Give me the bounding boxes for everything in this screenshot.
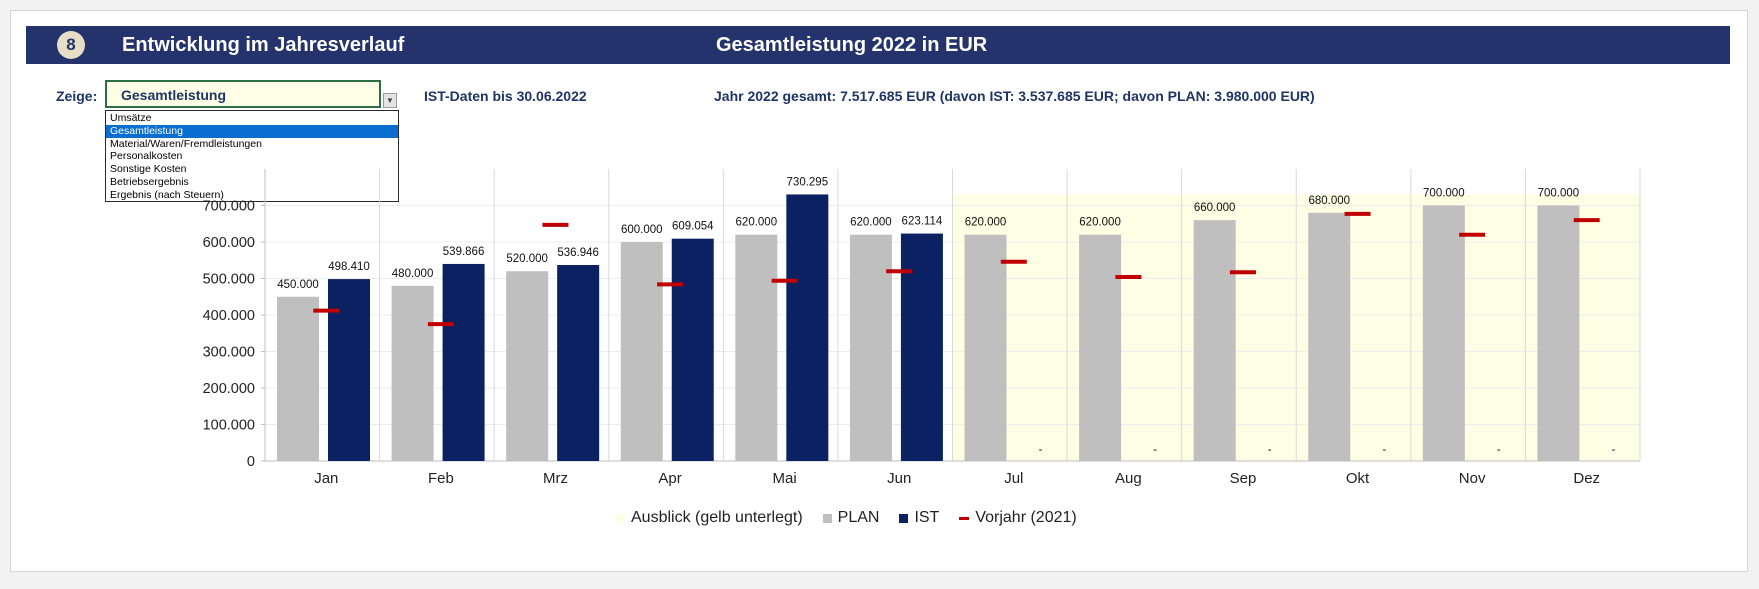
legend-swatch-ist — [899, 513, 909, 523]
plan-bar — [964, 234, 1007, 461]
plan-data-label: 520.000 — [506, 253, 548, 265]
x-tick-label: Apr — [658, 470, 681, 487]
ist-data-label: 539.866 — [443, 246, 485, 258]
section-title: Entwicklung im Jahresverlauf — [122, 34, 405, 56]
ist-data-label: 609.054 — [672, 221, 714, 233]
x-tick-label: Jun — [887, 470, 911, 487]
y-tick-label: 0 — [247, 454, 255, 470]
dropdown-option-selected[interactable]: Gesamtleistung — [106, 124, 398, 138]
x-tick-label: Jul — [1004, 470, 1023, 487]
plan-bar — [277, 296, 319, 461]
legend-line-vorjahr — [959, 516, 970, 520]
y-tick-label: 500.000 — [203, 272, 255, 288]
ist-bar — [328, 279, 370, 461]
ist-data-label: 498.410 — [328, 261, 370, 273]
ist-bar — [557, 265, 600, 461]
y-tick-label: 700.000 — [203, 199, 255, 215]
plan-bar — [1308, 212, 1351, 461]
ist-bar — [671, 238, 714, 461]
ist-data-label: 536.946 — [557, 247, 599, 259]
y-tick-label: 400.000 — [203, 308, 255, 324]
y-tick-label: 100.000 — [203, 418, 255, 434]
legend-swatch-outlook — [616, 513, 625, 523]
legend-label-vorjahr: Vorjahr (2021) — [975, 509, 1077, 526]
legend-item-vorjahr: Vorjahr (2021) — [959, 509, 1077, 527]
plan-bar — [849, 234, 892, 461]
ist-data-label: - — [1382, 444, 1386, 456]
ist-bar — [442, 263, 485, 461]
plan-data-label: 480.000 — [392, 268, 434, 280]
y-tick-label: 600.000 — [203, 235, 255, 251]
plan-bar — [506, 271, 549, 461]
section-header: 8 Entwicklung im Jahresverlauf Gesamtlei… — [26, 26, 1730, 64]
chevron-down-icon[interactable]: ▼ — [383, 93, 397, 108]
plan-data-label: 700.000 — [1538, 188, 1580, 200]
plan-bar — [1422, 205, 1465, 461]
legend-label-outlook: Ausblick (gelb unterlegt) — [631, 509, 803, 526]
plan-data-label: 620.000 — [965, 217, 1007, 229]
metric-select[interactable]: Gesamtleistung — [105, 80, 381, 108]
ist-data-label: - — [1497, 444, 1501, 456]
ist-data-label: 623.114 — [902, 216, 943, 228]
plan-data-label: 680.000 — [1308, 195, 1350, 207]
plan-bar — [391, 285, 434, 461]
x-tick-label: Mrz — [543, 470, 568, 487]
metric-dropdown-list[interactable]: Umsätze Gesamtleistung Material/Waren/Fr… — [105, 110, 399, 202]
plan-data-label: 600.000 — [621, 224, 663, 236]
plan-data-label: 620.000 — [1079, 217, 1121, 229]
ist-bar — [786, 194, 829, 461]
legend-item-plan: PLAN — [822, 509, 880, 527]
section-number-badge: 8 — [57, 31, 85, 59]
plan-bar — [1079, 234, 1122, 461]
plan-data-label: 700.000 — [1423, 188, 1465, 200]
legend-label-plan: PLAN — [837, 509, 880, 526]
dropdown-option[interactable]: Umsätze — [110, 112, 152, 124]
plan-data-label: 620.000 — [850, 217, 892, 229]
ist-data-label: - — [1611, 444, 1615, 456]
ist-data-info: IST-Daten bis 30.06.2022 — [424, 88, 587, 104]
dropdown-option[interactable]: Betriebsergebnis — [110, 175, 189, 188]
x-tick-label: Feb — [428, 470, 454, 487]
dropdown-option[interactable]: Ergebnis (nach Steuern) — [110, 188, 224, 201]
dropdown-option[interactable]: Personalkosten — [110, 150, 183, 163]
y-tick-label: 300.000 — [203, 345, 255, 361]
x-tick-label: Dez — [1573, 470, 1600, 487]
x-tick-label: Aug — [1115, 470, 1142, 487]
plan-data-label: 620.000 — [736, 217, 778, 229]
ist-data-label: - — [1039, 444, 1043, 456]
legend-swatch-plan — [822, 513, 832, 523]
x-tick-label: Jan — [314, 470, 338, 487]
chart-title: Gesamtleistung 2022 in EUR — [716, 34, 988, 56]
plan-bar — [1193, 220, 1236, 461]
plan-bar — [620, 242, 663, 461]
plan-data-label: 660.000 — [1194, 202, 1236, 214]
plan-data-label: 450.000 — [277, 279, 319, 291]
x-tick-label: Sep — [1230, 470, 1257, 487]
year-total-info: Jahr 2022 gesamt: 7.517.685 EUR (davon I… — [714, 88, 1315, 104]
ist-data-label: 730.295 — [787, 176, 829, 188]
x-tick-label: Mai — [773, 470, 797, 487]
plan-bar — [735, 234, 778, 461]
plan-bar — [1537, 205, 1580, 461]
legend-item-ist: IST — [899, 509, 939, 527]
ist-data-label: - — [1153, 444, 1157, 456]
chart-legend: Ausblick (gelb unterlegt) PLAN IST Vorja… — [616, 509, 1097, 527]
x-tick-label: Nov — [1459, 470, 1486, 487]
y-tick-label: 200.000 — [203, 381, 255, 397]
ist-bar — [900, 233, 943, 461]
legend-label-ist: IST — [914, 509, 940, 526]
dropdown-option[interactable]: Sonstige Kosten — [110, 163, 187, 176]
x-tick-label: Okt — [1346, 470, 1370, 487]
metric-select-value: Gesamtleistung — [121, 87, 227, 103]
selector-label: Zeige: — [56, 88, 98, 104]
dropdown-option[interactable]: Material/Waren/Fremdleistungen — [110, 137, 262, 150]
ist-data-label: - — [1268, 444, 1272, 456]
legend-item-outlook: Ausblick (gelb unterlegt) — [616, 509, 803, 527]
